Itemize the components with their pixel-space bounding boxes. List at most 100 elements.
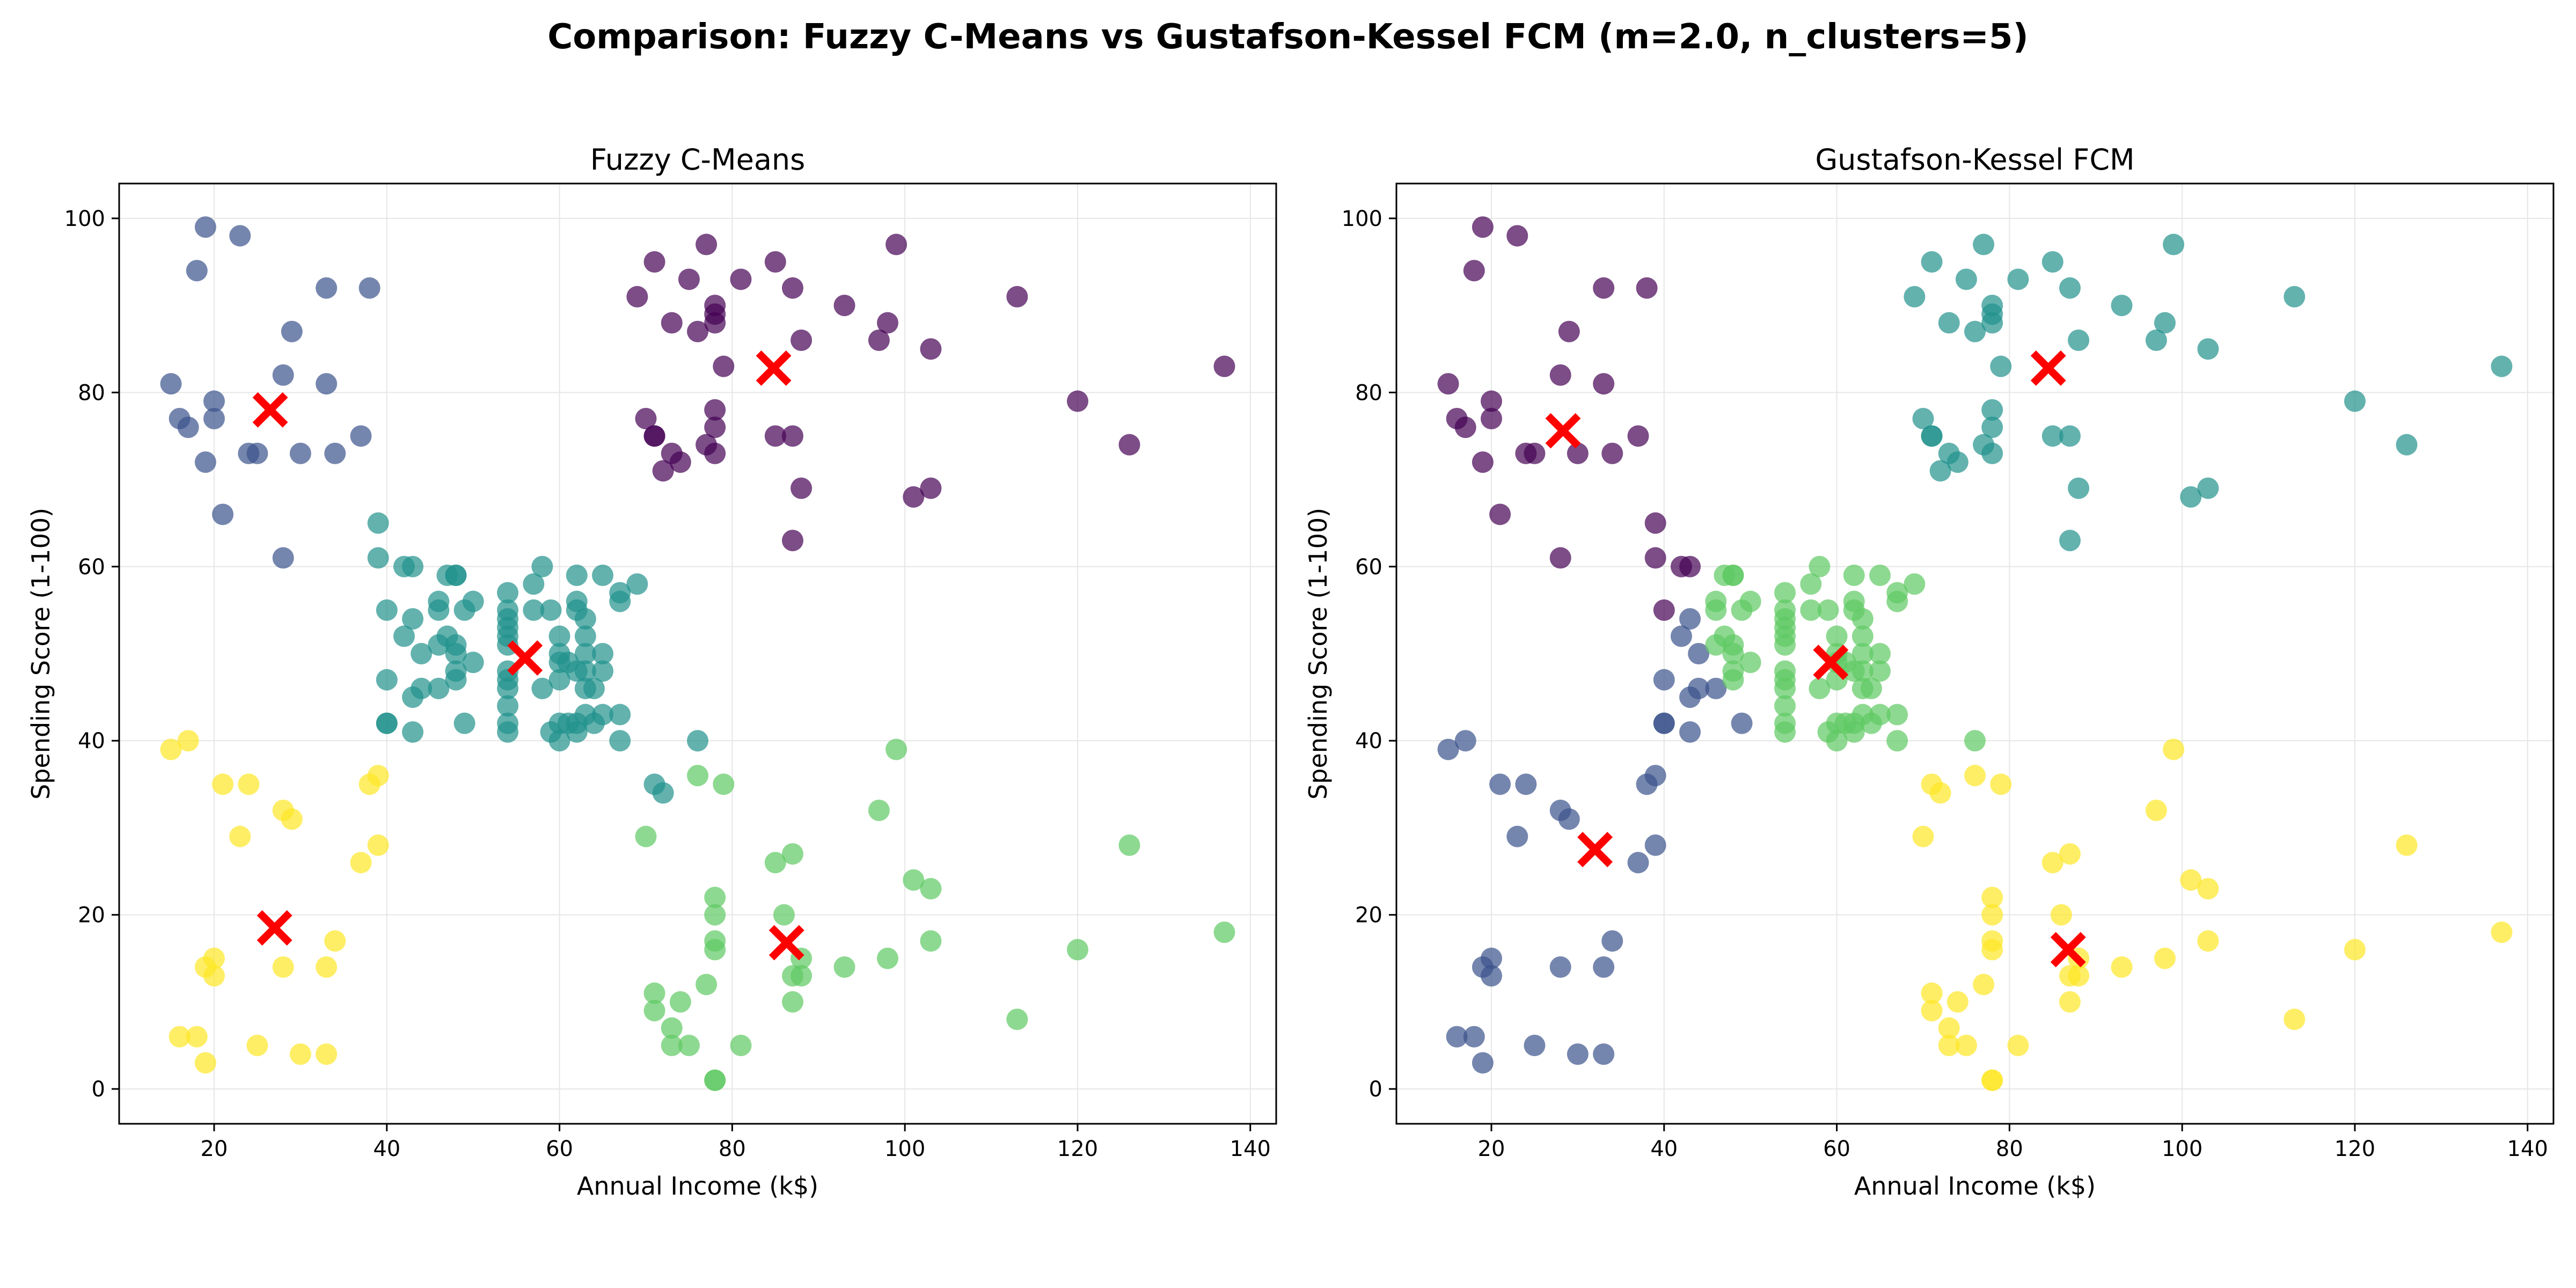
data-point <box>194 451 216 473</box>
data-point <box>678 1035 700 1056</box>
data-point <box>1463 1026 1485 1048</box>
data-point <box>272 364 294 386</box>
data-point <box>643 1000 665 1022</box>
y-axis-label: Spending Score (1-100) <box>1304 508 1333 800</box>
data-point <box>764 852 786 874</box>
data-point <box>428 677 450 699</box>
y-tick-label: 80 <box>1355 380 1382 405</box>
data-point <box>635 825 657 847</box>
centroid-marker <box>252 392 288 428</box>
data-point <box>1990 355 2012 377</box>
data-point <box>1437 738 1459 760</box>
data-point <box>1869 704 1891 726</box>
data-point <box>402 721 424 743</box>
data-point <box>713 773 735 795</box>
data-point <box>1549 956 1571 978</box>
data-point <box>1851 608 1874 630</box>
data-point <box>1601 442 1623 464</box>
x-tick-label: 40 <box>373 1137 400 1161</box>
cluster-4-points <box>1912 738 2513 1091</box>
data-point <box>1860 677 1882 699</box>
data-point <box>523 599 545 621</box>
data-point <box>1006 286 1028 308</box>
data-point <box>1688 677 1710 699</box>
cluster-1-points <box>1437 608 1753 1074</box>
data-point <box>1869 643 1891 664</box>
y-axis-label: Spending Score (1-100) <box>26 508 55 800</box>
data-point <box>1118 834 1140 856</box>
scatter-panel-1: 20 40 60 80 100 120 140 0 20 40 60 80 100 Fuzzy C-Mea… <box>26 143 1277 1201</box>
centroid-marker <box>769 925 804 961</box>
data-point <box>411 677 433 699</box>
data-point <box>376 712 398 734</box>
data-point <box>160 373 182 395</box>
data-point <box>1955 268 1977 290</box>
data-point <box>2050 904 2072 926</box>
data-point <box>186 260 208 282</box>
data-point <box>566 590 588 612</box>
data-point <box>1869 565 1891 586</box>
data-point <box>1809 555 1831 577</box>
data-point <box>324 930 346 952</box>
data-point <box>2284 286 2306 308</box>
data-point <box>1938 1035 1960 1056</box>
data-point <box>2197 930 2219 952</box>
data-point <box>246 1035 268 1056</box>
data-point <box>1549 547 1571 569</box>
data-point <box>497 677 519 699</box>
data-point <box>574 608 596 630</box>
data-point <box>1644 547 1666 569</box>
data-point <box>350 425 372 447</box>
x-tick-label: 100 <box>2162 1137 2202 1161</box>
y-tick-label: 20 <box>78 903 105 928</box>
data-point <box>781 425 803 447</box>
data-point <box>609 590 631 612</box>
data-point <box>1567 442 1589 464</box>
centroid-marker <box>507 640 543 676</box>
data-point <box>574 660 596 682</box>
data-point <box>1981 904 2003 926</box>
data-point <box>713 355 735 377</box>
data-point <box>2007 1035 2029 1056</box>
data-point <box>868 330 890 351</box>
data-point <box>540 599 562 621</box>
data-point <box>229 225 251 247</box>
scatter-panel-2: 20 40 60 80 100 120 140 0 20 40 60 80 100 Gustafson-K… <box>1304 143 2555 1201</box>
data-point <box>238 773 260 795</box>
y-tick-label: 0 <box>1369 1077 1382 1102</box>
data-point <box>2491 921 2513 943</box>
centroid-marker <box>756 350 792 386</box>
data-point <box>1938 312 1960 334</box>
data-point <box>1722 669 1744 691</box>
data-point <box>2284 1008 2306 1030</box>
data-point <box>194 216 216 238</box>
data-point <box>2197 338 2219 360</box>
data-point <box>548 625 570 647</box>
data-point <box>2041 852 2063 874</box>
data-point <box>2059 843 2081 865</box>
data-point <box>1843 590 1865 612</box>
data-point <box>1929 460 1951 482</box>
y-tick-label: 60 <box>78 555 105 580</box>
data-point <box>626 286 648 308</box>
data-point <box>2059 530 2081 552</box>
data-point <box>876 312 898 334</box>
data-point <box>531 677 553 699</box>
data-point <box>1912 825 1934 847</box>
cluster-4-points <box>160 730 389 1074</box>
data-point <box>574 643 596 664</box>
data-point <box>704 442 726 464</box>
data-point <box>626 573 648 595</box>
data-point <box>1480 947 1502 969</box>
data-point <box>1593 277 1615 299</box>
data-point <box>1653 599 1675 621</box>
data-point <box>1826 625 1848 647</box>
data-point <box>704 399 726 421</box>
data-point <box>781 843 803 865</box>
data-point <box>289 442 311 464</box>
data-point <box>2111 295 2133 317</box>
data-point <box>730 1035 752 1056</box>
data-point <box>1981 939 2003 961</box>
data-point <box>1679 555 1701 577</box>
y-tick-label: 20 <box>1355 903 1382 928</box>
